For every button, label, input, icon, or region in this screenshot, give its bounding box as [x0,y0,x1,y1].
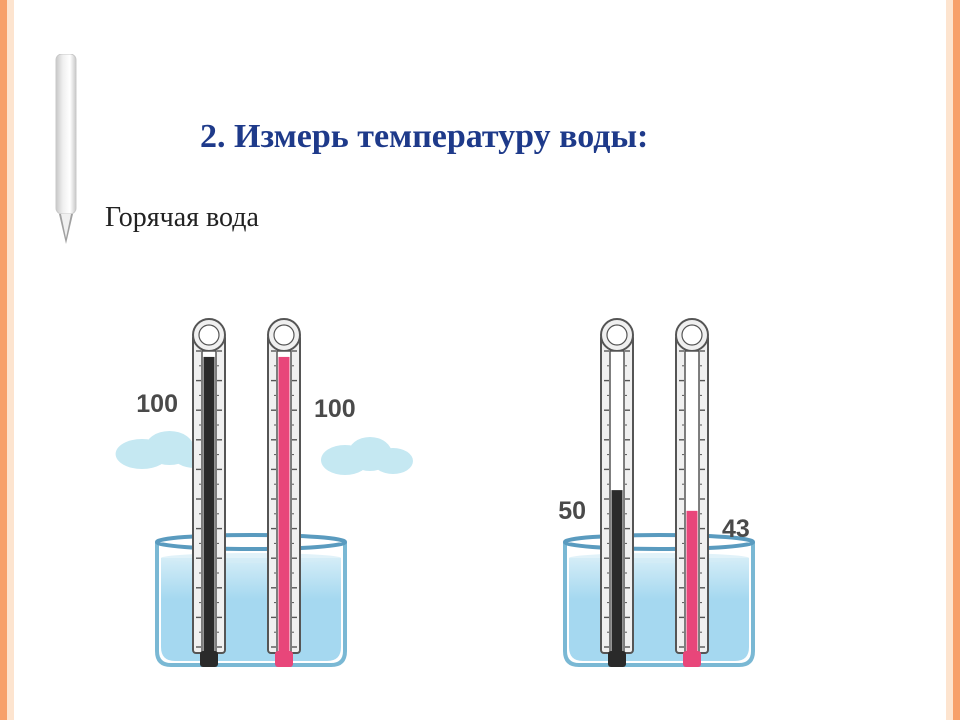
beaker [555,528,763,675]
thermometer-reading-label: 50 [531,497,586,526]
page-border-right [946,0,960,720]
thermometer-reading-label: 100 [314,395,356,424]
border-stripe-inner [946,0,953,720]
thermometer [591,313,643,673]
page-title: 2. Измерь температуру воды: [200,118,648,156]
border-stripe-outer [0,0,7,720]
beaker [147,528,355,675]
steam-cloud-icon [315,434,415,482]
thermometer-diagram: 100 100 50 43 [105,290,825,690]
thermometer [183,313,235,673]
border-stripe-outer [953,0,960,720]
thermometer-reading-label: 100 [123,390,178,419]
thermometer [666,313,718,673]
page-subtitle: Горячая вода [105,202,259,234]
page-border-left [0,0,14,720]
border-stripe-inner [7,0,14,720]
thermometer-reading-label: 43 [722,515,750,544]
pen-icon [52,54,80,244]
thermometer [258,313,310,673]
